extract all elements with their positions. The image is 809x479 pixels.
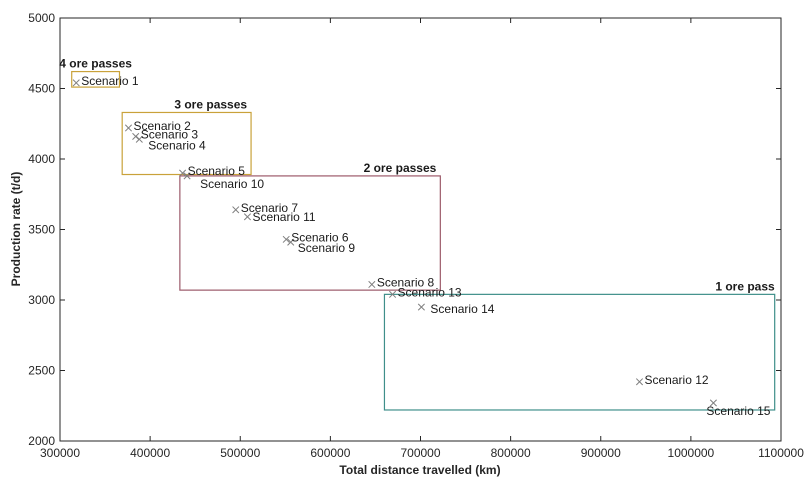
x-tick-label: 500000 (220, 446, 260, 460)
point-label: Scenario 7 (241, 201, 299, 215)
point-label: Scenario 2 (133, 119, 191, 133)
point-label: Scenario 9 (298, 241, 356, 255)
y-tick-label: 2500 (28, 364, 55, 378)
data-points (72, 79, 717, 407)
point-label: Scenario 15 (706, 404, 770, 418)
data-point (72, 79, 80, 87)
point-label: Scenario 13 (398, 285, 462, 299)
data-point (368, 280, 376, 289)
data-point (635, 378, 644, 386)
group-box (121, 111, 252, 176)
y-tick-label: 4500 (28, 82, 55, 96)
data-point (124, 124, 133, 132)
group-label: 3 ore passes (174, 97, 247, 111)
point-label: Scenario 4 (148, 138, 206, 152)
group-box (383, 293, 776, 411)
point-label: Scenario 8 (377, 275, 435, 289)
group-boxes: 4 ore passes 3 ore passes 2 ore passes 1 or… (59, 57, 776, 411)
y-tick-label: 3500 (28, 223, 55, 237)
x-axis-title: Total distance travelled (km) (339, 463, 500, 477)
y-axis-title: Production rate (t/d) (9, 172, 23, 287)
point-label: Scenario 5 (188, 164, 246, 178)
group-label: 4 ore passes (59, 57, 132, 71)
point-label: Scenario 12 (645, 373, 709, 387)
group-label: 1 ore pass (715, 279, 775, 293)
point-label: Scenario 11 (252, 210, 315, 224)
y-tick-label: 4000 (28, 152, 55, 166)
x-tick-label: 700000 (400, 446, 440, 460)
data-point (389, 290, 397, 298)
data-point (179, 169, 187, 177)
point-label: Scenario 14 (430, 302, 494, 316)
point-label: Scenario 10 (200, 177, 264, 191)
x-tick-label: 1000000 (668, 446, 715, 460)
y-tick-label: 2000 (28, 434, 55, 448)
group-label: 2 ore passes (364, 161, 437, 175)
y-tick-label: 3000 (28, 293, 55, 307)
point-label: Scenario 1 (81, 74, 139, 88)
x-tick-label: 600000 (310, 446, 350, 460)
point-label: Scenario 3 (141, 127, 199, 141)
x-tick-label: 1100000 (758, 446, 804, 460)
x-tick-label: 300000 (40, 446, 80, 460)
data-point (243, 213, 252, 221)
group-box (71, 70, 121, 88)
point-label: Scenario 6 (291, 230, 349, 244)
data-point (232, 206, 240, 214)
data-point (135, 135, 143, 143)
data-point (417, 303, 425, 311)
data-point (132, 132, 140, 140)
data-point (709, 399, 717, 407)
data-point (287, 238, 295, 246)
axis-ticks: 300000 400000 500000 600000 700000 800000 9000… (28, 11, 804, 460)
data-point (183, 172, 191, 180)
x-tick-label: 400000 (130, 446, 170, 460)
y-tick-label: 5000 (28, 11, 55, 25)
x-tick-label: 900000 (581, 446, 621, 460)
group-box (179, 175, 441, 291)
data-point (282, 235, 290, 243)
x-tick-label: 800000 (491, 446, 531, 460)
